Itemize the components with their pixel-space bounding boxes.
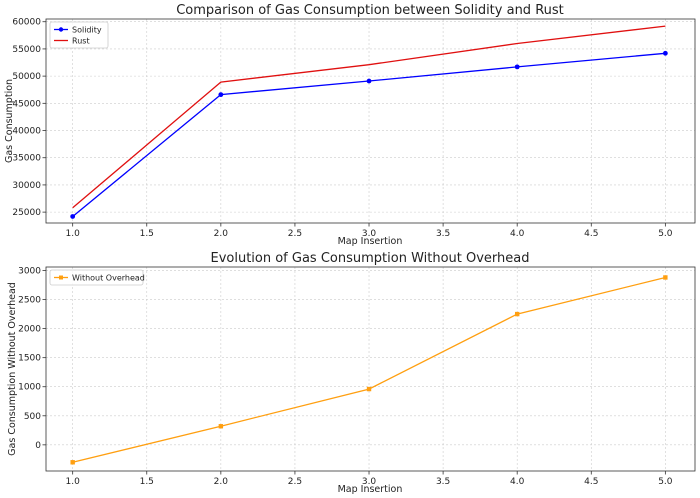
chart-top-legend-marker [58, 27, 64, 32]
chart-top-ytick-label: 55000 [12, 45, 41, 55]
chart-bottom-ytick-label: 2500 [18, 296, 41, 306]
chart-top-xtick-label: 3.0 [362, 229, 377, 239]
chart-bottom: Evolution of Gas Consumption Without Ove… [7, 251, 696, 495]
chart-top-xtick-label: 4.0 [510, 229, 525, 239]
chart-bottom-data-point [366, 386, 372, 392]
chart-top-ytick-label: 50000 [12, 72, 41, 82]
chart-top-plot-frame [45, 18, 696, 224]
chart-top-ytick-label: 60000 [12, 18, 41, 28]
chart-bottom-data-point [218, 424, 224, 429]
chart-top-data-point [662, 50, 668, 56]
chart-top-xlabel: Map Insertion [338, 236, 403, 247]
chart-bottom-data-point [514, 311, 520, 317]
chart-bottom-legend: Without Overhead [49, 269, 145, 286]
chart-bottom-data-point [663, 275, 668, 280]
chart-top-legend-box [49, 21, 109, 49]
chart-bottom-xtick-label: 3.5 [436, 477, 450, 487]
chart-bottom-ytick-label: 1500 [18, 354, 41, 364]
chart-top-xtick-label: 2.5 [288, 229, 302, 239]
chart-top-data-point [218, 92, 224, 98]
chart-top-ytick-label: 35000 [12, 154, 41, 164]
chart-bottom-legend-box [49, 269, 144, 286]
chart-bottom-xtick-label: 5.0 [658, 477, 673, 487]
chart-bottom-xtick-label: 3.0 [362, 477, 377, 487]
chart-top-ytick-label: 25000 [12, 208, 41, 218]
chart-bottom-ylabel: Gas Consumption Without Overhead [7, 282, 18, 456]
chart-top-legend: Solidity Rust [49, 21, 109, 49]
chart-bottom-ytick-label: 500 [24, 412, 41, 422]
chart-top-legend-label: Solidity [72, 26, 102, 35]
chart-bottom-xtick-label: 4.5 [584, 477, 598, 487]
chart-top-xtick-label: 1.0 [66, 229, 81, 239]
chart-top-xtick-label: 5.0 [658, 229, 673, 239]
chart-top-xtick-label: 3.5 [436, 229, 450, 239]
chart-top: Comparison of Gas Consumption between So… [4, 3, 696, 247]
chart-top-legend-label: Rust [72, 37, 90, 46]
chart-top-ytick-label: 40000 [12, 127, 41, 137]
chart-bottom-legend-marker [59, 275, 63, 280]
chart-top-title: Comparison of Gas Consumption between So… [176, 3, 564, 18]
chart-bottom-xlabel: Map Insertion [338, 484, 403, 495]
chart-bottom-plot-frame [45, 266, 696, 472]
chart-bottom-xtick-label: 2.0 [214, 477, 229, 487]
chart-bottom-xtick-label: 2.5 [288, 477, 302, 487]
chart-top-data-point [366, 78, 372, 84]
chart-bottom-title: Evolution of Gas Consumption Without Ove… [210, 251, 529, 266]
chart-bottom-xtick-label: 1.0 [66, 477, 81, 487]
chart-top-ytick-label: 45000 [12, 99, 41, 109]
chart-bottom-data-point [70, 460, 75, 465]
chart-top-xtick-label: 2.0 [214, 229, 229, 239]
chart-bottom-xtick-label: 1.5 [140, 477, 154, 487]
chart-top-ylabel: Gas Consumption [4, 79, 15, 163]
chart-top-xtick-label: 4.5 [584, 229, 598, 239]
chart-bottom-ytick-label: 3000 [18, 266, 41, 276]
chart-top-series-line-1 [72, 25, 666, 209]
chart-top-xtick-label: 1.5 [140, 229, 154, 239]
chart-bottom-series-line-0 [72, 276, 666, 463]
chart-top-data-point [70, 214, 76, 219]
chart-bottom-legend-label: Without Overhead [72, 274, 145, 283]
chart-bottom-ytick-label: 1000 [18, 383, 41, 393]
chart-bottom-ytick-label: 0 [35, 441, 41, 451]
chart-bottom-xtick-label: 4.0 [510, 477, 525, 487]
chart-top-data-point [514, 64, 520, 70]
chart-bottom-ytick-label: 2000 [18, 325, 41, 335]
chart-top-ytick-label: 30000 [12, 181, 41, 191]
